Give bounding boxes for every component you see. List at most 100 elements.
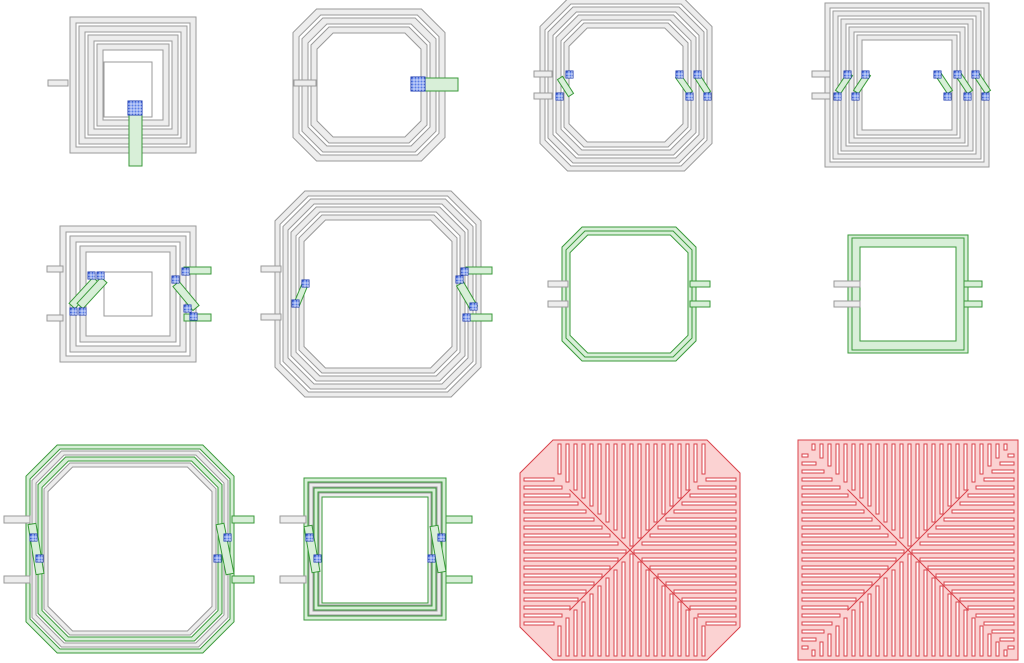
panel-square-stacked — [279, 477, 473, 621]
via — [87, 271, 96, 280]
crossover — [556, 75, 575, 98]
shield-slot — [701, 625, 706, 657]
shield-slot — [943, 517, 1015, 522]
port-lead — [533, 70, 553, 78]
port-lead — [47, 79, 69, 87]
shield-slot — [523, 581, 595, 586]
shield-slot — [801, 549, 905, 554]
shield-slot — [827, 443, 832, 467]
shield-slot — [523, 621, 555, 626]
shield-slot — [939, 585, 944, 657]
spiral-turn-inner — [861, 39, 953, 131]
via — [462, 313, 471, 322]
shield-slot — [995, 443, 1000, 459]
shield-slot — [923, 569, 928, 657]
shield-slot — [673, 509, 737, 514]
port-lead — [231, 575, 255, 584]
shield-slot — [633, 549, 737, 554]
via — [305, 533, 314, 542]
port-lead — [445, 575, 473, 584]
shield-slot — [677, 443, 682, 499]
shield-slot — [915, 561, 920, 657]
shield-slot — [589, 593, 594, 657]
shield-slot — [967, 605, 1015, 610]
shield-slot — [705, 621, 737, 626]
shield-slot — [907, 553, 912, 657]
shield-slot — [801, 533, 889, 538]
shield-slot — [681, 501, 737, 506]
shield-slot — [927, 533, 1015, 538]
shield-slot — [597, 585, 602, 657]
via — [861, 70, 870, 79]
panel-octagonal-single-turn — [547, 226, 711, 362]
shield-slot — [801, 565, 889, 570]
shield-slot — [919, 557, 1015, 562]
shield-slot — [915, 443, 920, 539]
panel-square-ground-shield — [797, 439, 1019, 661]
shield-slot — [943, 581, 1015, 586]
shield-slot — [801, 597, 857, 602]
panel-square-single-turn — [833, 234, 983, 354]
shield-slot — [629, 553, 634, 657]
shield-slot — [859, 443, 864, 499]
panel-octagonal-symmetric-large — [260, 190, 493, 398]
shield-slot — [685, 443, 690, 491]
shield-slot — [899, 561, 904, 657]
spiral-turn-inner — [316, 32, 422, 138]
stacked-turn-inner — [47, 466, 213, 632]
shield-slot — [883, 443, 888, 523]
shield-slot — [1003, 649, 1008, 657]
shield-slot — [581, 443, 586, 499]
shield-slot — [979, 625, 984, 657]
shield-slot — [975, 613, 1015, 618]
shield-slot — [801, 541, 897, 546]
crossover — [215, 522, 235, 576]
shield-slot — [669, 443, 674, 507]
shield-slot — [523, 477, 555, 482]
port-lead — [3, 515, 31, 524]
port-lead — [811, 92, 831, 100]
shield-slot — [605, 577, 610, 657]
shield-slot — [573, 609, 578, 657]
shield-slot — [951, 589, 1015, 594]
port-lead — [293, 79, 317, 87]
via — [460, 267, 469, 276]
shield-slot — [801, 461, 817, 466]
shield-slot — [923, 443, 928, 531]
shield-slot — [597, 443, 602, 515]
shield-slot — [645, 443, 650, 531]
via — [29, 533, 38, 542]
shield-slot — [843, 443, 848, 483]
shield-slot — [653, 443, 658, 523]
shield-slot — [983, 477, 1015, 482]
port-lead — [963, 280, 983, 288]
port-lead — [445, 515, 473, 524]
shield-slot — [947, 443, 952, 507]
via — [181, 267, 190, 276]
port-lead — [811, 70, 831, 78]
shield-slot — [987, 633, 992, 657]
via — [981, 92, 990, 101]
via — [693, 70, 702, 79]
shield-slot — [557, 443, 562, 475]
shield-slot — [963, 609, 968, 657]
via — [703, 92, 712, 101]
shield-slot — [523, 485, 563, 490]
shield-slot — [665, 517, 737, 522]
stack-center — [321, 496, 429, 604]
panel-octagonal-symmetric — [533, 0, 713, 172]
shield-slot — [971, 443, 976, 483]
shield-slot — [557, 625, 562, 657]
shield-slot — [801, 589, 865, 594]
port-lead — [46, 314, 64, 322]
via — [410, 76, 426, 92]
shield-slot — [621, 443, 626, 539]
shield-slot — [565, 443, 570, 483]
spiral-turn-inner — [303, 219, 453, 369]
shield-slot — [653, 577, 658, 657]
shield-slot — [801, 485, 841, 490]
via — [953, 70, 962, 79]
port-lead — [533, 92, 553, 100]
shield-slot — [681, 597, 737, 602]
